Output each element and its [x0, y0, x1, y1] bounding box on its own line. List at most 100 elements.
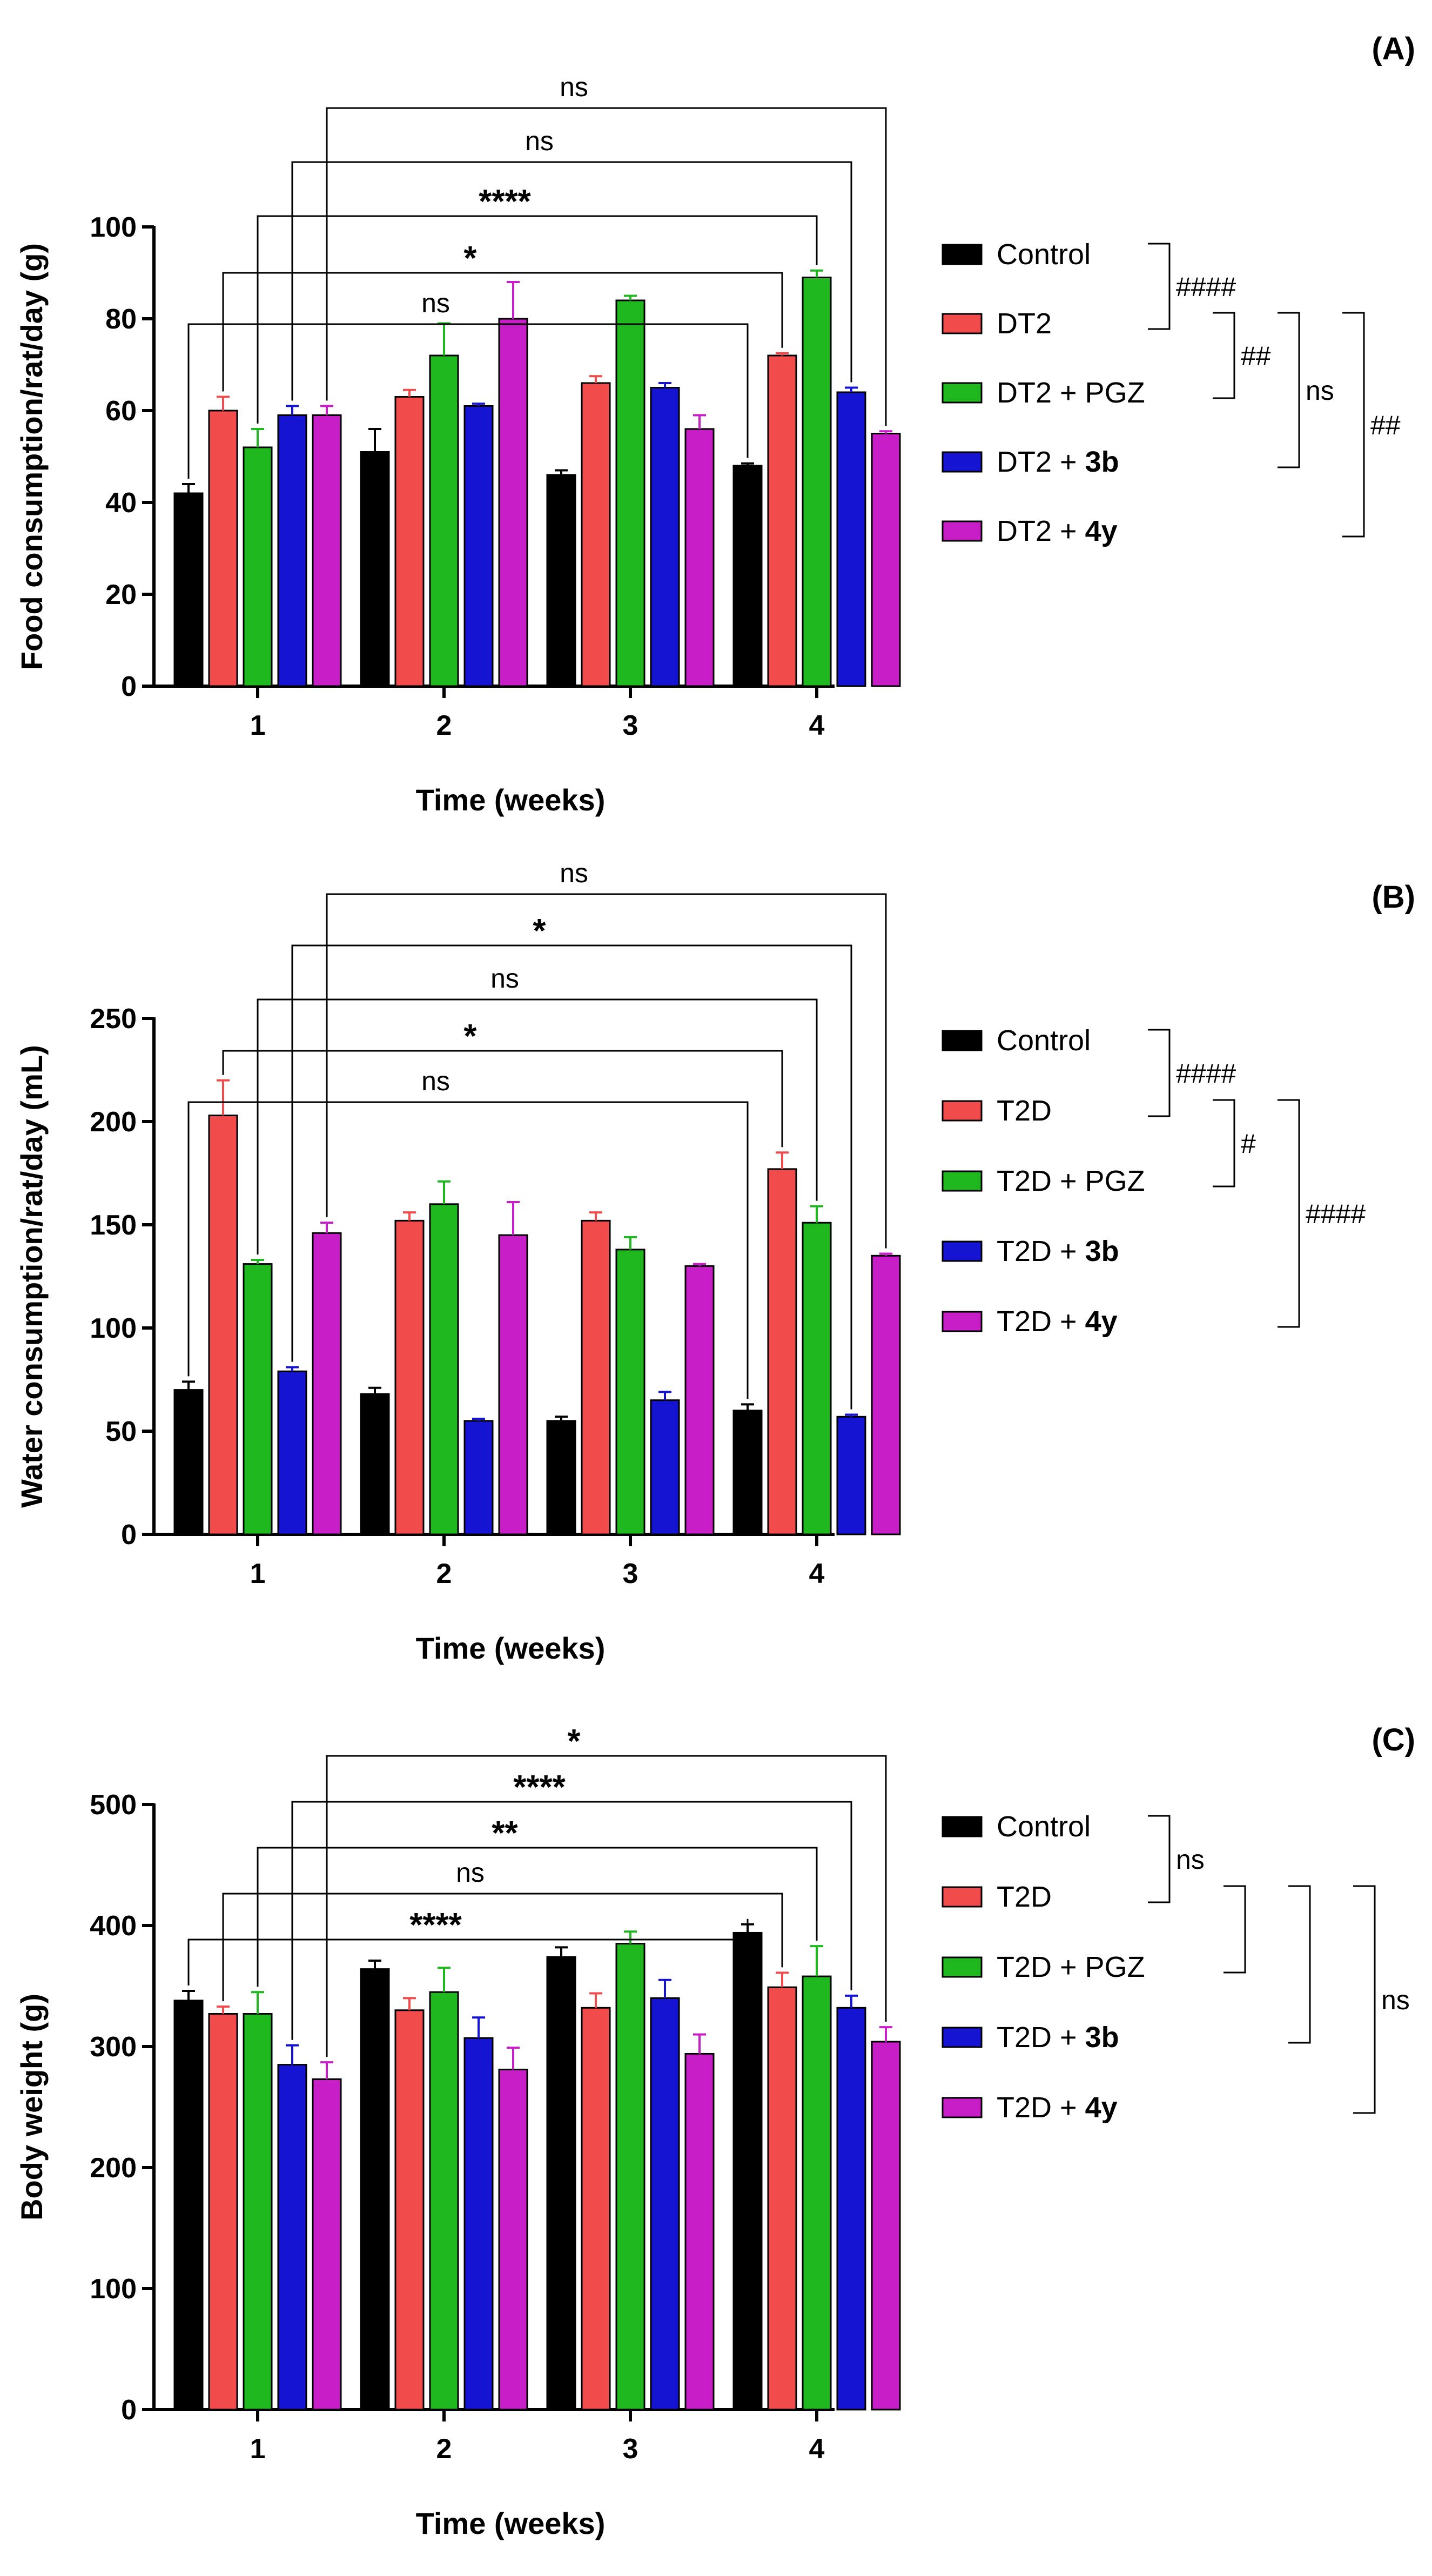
y-tick-label: 0 — [121, 671, 137, 702]
significance-label: ns — [421, 1066, 450, 1096]
y-tick-label: 400 — [90, 1910, 137, 1942]
bar-3b-week-2 — [463, 1420, 494, 1535]
legend-label-part: T2D + — [997, 1305, 1085, 1338]
legend-bracket-label: ns — [1176, 1844, 1205, 1875]
bar-control-week-1 — [173, 1389, 204, 1535]
bar-control-week-2 — [360, 1393, 390, 1535]
bar-pgz-week-1 — [243, 446, 273, 687]
bar-control-week-3 — [546, 1956, 576, 2411]
chart-panel-1: (A) 0 20 40 60 80 100 Food consumption/rat/day … — [15, 31, 1415, 817]
legend-swatch-4y — [942, 1311, 983, 1332]
legend-label-part: T2D — [997, 1095, 1052, 1127]
bar-3b-week-2 — [463, 405, 494, 687]
x-tick-label: 4 — [809, 1558, 825, 1589]
significance-label: ** — [492, 1815, 518, 1852]
significance-bracket — [187, 1101, 749, 1399]
x-tick-label: 1 — [250, 710, 266, 741]
bar-4y-week-1 — [312, 2078, 342, 2411]
bar-3b-week-4 — [836, 391, 866, 687]
legend-label-part: T2D + — [997, 1235, 1085, 1267]
legend-bracket — [1148, 1029, 1171, 1117]
x-tick-label: 1 — [250, 2433, 266, 2465]
y-axis-title: Body weight (g) — [15, 1994, 49, 2221]
legend-bracket — [1353, 1885, 1376, 2114]
legend-label-part: DT2 + — [997, 446, 1085, 478]
bar-dt2-week-2 — [394, 396, 425, 687]
bar-dt2-week-1 — [208, 410, 238, 687]
x-tick-label: 3 — [623, 1558, 638, 1589]
legend-label: DT2 + 4y — [997, 515, 1118, 547]
x-tick-label: 2 — [436, 710, 452, 741]
bar-pgz-week-1 — [243, 1263, 273, 1535]
bar-3b-week-1 — [277, 2064, 307, 2411]
x-tick-label: 2 — [436, 2433, 452, 2465]
legend-label-part: T2D + PGZ — [997, 1165, 1145, 1197]
legend-swatch-pgz — [942, 1170, 983, 1192]
bar-pgz-week-3 — [615, 299, 646, 687]
y-tick-label: 250 — [90, 1003, 137, 1035]
legend-swatch-pgz — [942, 382, 983, 404]
legend-label-part: DT2 — [997, 307, 1052, 340]
significance-label: ns — [421, 288, 450, 318]
significance-bracket — [291, 944, 852, 1410]
significance-label: ns — [456, 1857, 485, 1888]
legend-bracket — [1213, 1099, 1235, 1188]
legend-bracket-label: ns — [1381, 1985, 1410, 2015]
bar-control-week-4 — [732, 1931, 763, 2411]
bar-4y-week-3 — [684, 2052, 715, 2411]
bar-dt2-week-4 — [767, 354, 797, 687]
legend-label: T2D + 4y — [997, 1305, 1118, 1338]
bar-3b-week-4 — [836, 2007, 866, 2411]
legend-label-part: Control — [997, 1024, 1091, 1057]
legend-swatch-4y — [942, 520, 983, 542]
legend-swatch-control — [942, 244, 983, 265]
bar-3b-week-2 — [463, 2037, 494, 2411]
bar-t2d-week-2 — [394, 2009, 425, 2411]
legend-label: T2D + 3b — [997, 1235, 1119, 1267]
y-tick-label: 300 — [90, 2031, 137, 2063]
bar-control-week-1 — [173, 2000, 204, 2411]
legend-label: T2D — [997, 1095, 1052, 1127]
y-tick-label: 100 — [90, 212, 137, 243]
x-axis-title: Time (weeks) — [416, 1631, 606, 1665]
legend-bracket-label: ## — [1241, 341, 1271, 371]
legend-swatch-3b — [942, 2027, 983, 2048]
legend-label-part: 4y — [1085, 515, 1118, 547]
legend-label-part: 3b — [1085, 2021, 1119, 2054]
significance-label: **** — [409, 1907, 462, 1944]
significance-label: ns — [490, 963, 519, 994]
bar-3b-week-1 — [277, 414, 307, 687]
bar-pgz-week-2 — [429, 354, 459, 687]
bar-dt2-week-3 — [581, 382, 611, 687]
legend-swatch-pgz — [942, 1956, 983, 1978]
legend-bracket — [1148, 1815, 1171, 1903]
legend-swatch-dt2 — [942, 313, 983, 334]
legend-label: DT2 — [997, 307, 1052, 340]
bar-control-week-3 — [546, 1420, 576, 1535]
y-tick-label: 80 — [105, 304, 137, 335]
legend-bracket-label: ## — [1370, 410, 1401, 440]
significance-label: ns — [560, 72, 588, 102]
bar-pgz-week-3 — [615, 1249, 646, 1535]
bar-pgz-week-1 — [243, 2013, 273, 2411]
significance-bracket — [291, 161, 852, 401]
bar-pgz-week-2 — [429, 1991, 459, 2411]
significance-bracket — [222, 272, 783, 392]
significance-bracket — [257, 998, 818, 1255]
bar-t2d-week-1 — [208, 2013, 238, 2411]
x-tick-label: 1 — [250, 1558, 266, 1589]
y-axis-title: Water consumption/rat/day (mL) — [15, 1045, 49, 1508]
bar-pgz-week-4 — [802, 1222, 832, 1535]
bar-t2d-week-1 — [208, 1115, 238, 1535]
legend-label-part: 3b — [1085, 446, 1119, 478]
x-tick-label: 3 — [623, 2433, 638, 2465]
bar-control-week-2 — [360, 1968, 390, 2411]
significance-label: ns — [525, 126, 554, 156]
bar-4y-week-2 — [498, 1234, 528, 1535]
legend-label: DT2 + PGZ — [997, 377, 1145, 409]
legend-label-part: DT2 + — [997, 515, 1085, 547]
significance-bracket — [222, 1050, 783, 1148]
significance-bracket — [326, 893, 887, 1249]
legend-label-part: T2D + PGZ — [997, 1951, 1145, 1983]
bar-4y-week-4 — [871, 2041, 901, 2411]
